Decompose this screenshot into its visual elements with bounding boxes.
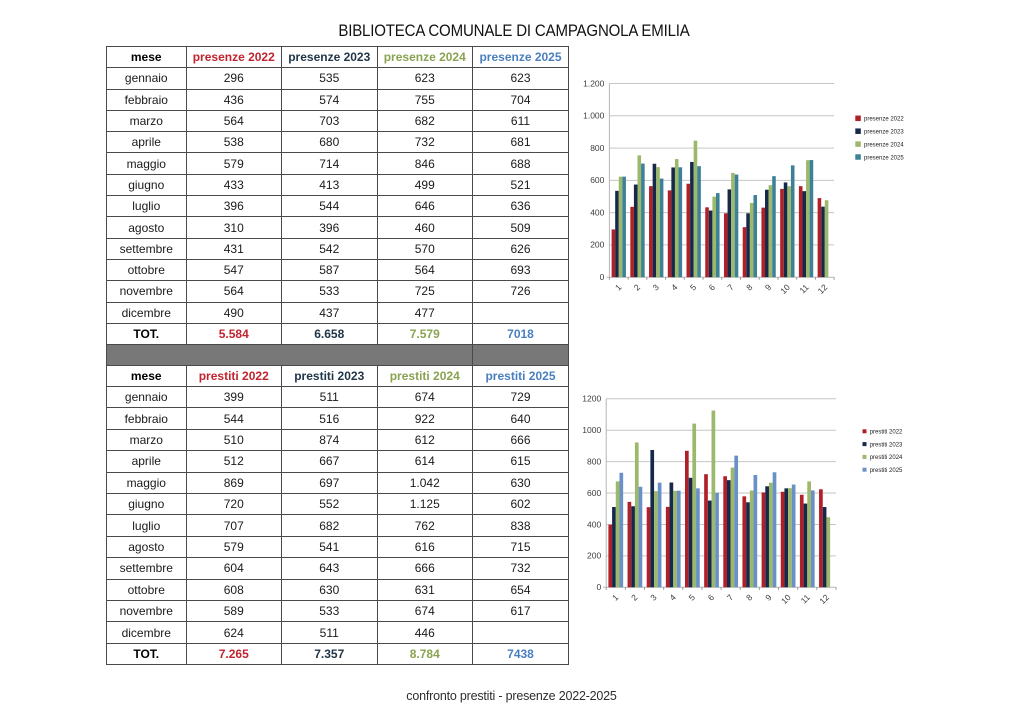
svg-text:3: 3 [648,592,659,603]
svg-text:7: 7 [725,282,736,293]
svg-text:12: 12 [817,592,831,606]
svg-text:4: 4 [667,592,678,603]
svg-text:600: 600 [590,175,604,185]
svg-text:5: 5 [687,592,698,603]
svg-text:11: 11 [799,592,813,606]
svg-text:200: 200 [587,551,601,561]
svg-text:1200: 1200 [582,394,601,404]
svg-text:2: 2 [632,282,643,293]
svg-text:4: 4 [669,282,680,293]
svg-text:presenze 2022: presenze 2022 [864,117,904,123]
svg-text:prestiti 2024: prestiti 2024 [870,455,903,461]
svg-text:10: 10 [779,592,793,606]
svg-text:800: 800 [587,456,601,466]
svg-text:0: 0 [596,582,601,592]
svg-text:prestiti 2023: prestiti 2023 [870,442,903,448]
svg-text:9: 9 [763,592,774,603]
svg-text:8: 8 [744,592,755,603]
svg-text:1000: 1000 [582,425,601,435]
svg-text:6: 6 [706,592,717,603]
svg-text:10: 10 [778,282,792,296]
svg-text:8: 8 [744,282,755,293]
svg-text:prestiti 2022: prestiti 2022 [870,430,903,436]
svg-text:presenze 2024: presenze 2024 [864,142,904,148]
svg-text:9: 9 [763,282,774,293]
svg-text:1: 1 [610,592,621,603]
svg-text:3: 3 [650,282,661,293]
svg-text:12: 12 [816,282,830,296]
svg-text:1.200: 1.200 [583,78,605,88]
svg-text:800: 800 [590,143,604,153]
svg-text:7: 7 [725,592,736,603]
svg-text:1: 1 [613,282,624,293]
svg-text:200: 200 [590,240,604,250]
svg-text:0: 0 [600,272,605,282]
svg-text:600: 600 [587,488,601,498]
svg-text:400: 400 [587,519,601,529]
svg-text:11: 11 [797,282,811,296]
svg-text:5: 5 [688,282,699,293]
svg-text:2: 2 [629,592,640,603]
svg-text:prestiti 2025: prestiti 2025 [870,468,903,474]
svg-text:6: 6 [707,282,718,293]
svg-text:400: 400 [590,207,604,217]
svg-text:1.000: 1.000 [583,111,605,121]
svg-text:presenze 2025: presenze 2025 [864,155,904,161]
svg-text:presenze 2023: presenze 2023 [864,130,904,136]
